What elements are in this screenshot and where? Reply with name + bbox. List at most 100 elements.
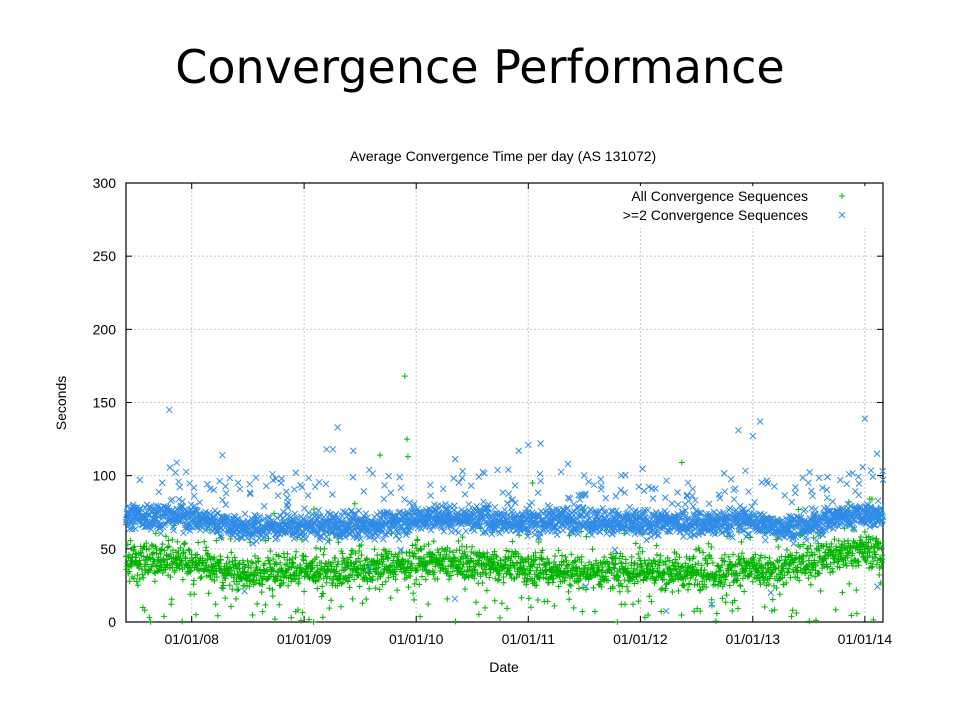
data-point bbox=[365, 565, 373, 573]
data-point bbox=[387, 489, 395, 497]
data-point bbox=[399, 549, 406, 556]
data-point bbox=[555, 547, 562, 554]
data-point bbox=[348, 551, 355, 558]
data-point bbox=[657, 552, 664, 559]
data-point bbox=[507, 527, 515, 535]
data-point bbox=[678, 611, 685, 618]
data-point bbox=[611, 565, 618, 572]
data-point bbox=[136, 476, 144, 484]
data-point bbox=[282, 488, 290, 495]
data-point bbox=[803, 536, 810, 544]
data-point bbox=[425, 601, 432, 608]
data-point bbox=[518, 594, 525, 601]
data-point bbox=[222, 489, 230, 497]
data-point bbox=[617, 486, 625, 494]
data-point bbox=[730, 551, 737, 558]
data-point bbox=[524, 532, 532, 540]
data-point bbox=[171, 567, 178, 574]
data-point bbox=[878, 545, 885, 552]
data-point bbox=[791, 489, 799, 497]
data-point bbox=[190, 577, 197, 584]
data-point bbox=[384, 554, 391, 561]
data-point bbox=[849, 550, 856, 557]
data-point bbox=[661, 494, 669, 502]
data-point bbox=[531, 579, 538, 586]
data-point bbox=[500, 579, 507, 586]
data-point bbox=[323, 579, 330, 586]
data-point bbox=[452, 618, 459, 625]
data-point bbox=[378, 529, 385, 536]
data-point bbox=[590, 584, 597, 591]
data-point bbox=[578, 559, 585, 566]
data-point bbox=[352, 550, 359, 557]
data-point bbox=[491, 597, 498, 604]
data-point bbox=[394, 529, 402, 537]
data-point bbox=[392, 568, 399, 575]
data-point bbox=[491, 548, 498, 555]
data-point bbox=[276, 601, 283, 608]
data-point bbox=[178, 557, 185, 564]
data-point bbox=[674, 560, 681, 567]
data-point bbox=[718, 529, 726, 537]
data-point bbox=[641, 614, 648, 621]
data-point bbox=[531, 526, 539, 534]
y-tick-label: 300 bbox=[93, 175, 117, 191]
data-point bbox=[162, 566, 169, 573]
data-point bbox=[226, 582, 233, 589]
data-point bbox=[736, 502, 744, 510]
data-point bbox=[151, 578, 158, 585]
data-point bbox=[244, 557, 251, 564]
data-point bbox=[473, 599, 480, 606]
data-point bbox=[620, 524, 628, 532]
data-point bbox=[833, 546, 840, 553]
data-point bbox=[878, 563, 885, 570]
data-point bbox=[236, 560, 243, 567]
data-point bbox=[193, 611, 200, 618]
data-point bbox=[705, 500, 713, 508]
data-point bbox=[559, 527, 567, 534]
data-point bbox=[269, 593, 276, 600]
data-point bbox=[158, 479, 166, 487]
data-point bbox=[601, 554, 608, 561]
data-point bbox=[298, 617, 305, 624]
data-point bbox=[691, 608, 698, 615]
data-point bbox=[188, 567, 195, 574]
data-point bbox=[533, 582, 540, 589]
data-point bbox=[363, 596, 370, 603]
data-point bbox=[788, 613, 795, 620]
data-point bbox=[628, 553, 635, 560]
data-point bbox=[682, 560, 689, 567]
data-point bbox=[686, 533, 694, 541]
data-point bbox=[366, 585, 373, 592]
data-point bbox=[213, 568, 220, 575]
data-point bbox=[666, 565, 673, 572]
data-point bbox=[658, 608, 665, 615]
data-point bbox=[263, 532, 271, 540]
data-point bbox=[228, 567, 235, 574]
data-point bbox=[292, 554, 299, 561]
data-point bbox=[573, 504, 581, 511]
data-point bbox=[549, 579, 556, 586]
data-point bbox=[320, 590, 327, 597]
data-point bbox=[517, 559, 524, 566]
data-point bbox=[742, 568, 749, 575]
data-point bbox=[721, 551, 728, 558]
data-point bbox=[744, 530, 752, 538]
data-point bbox=[458, 474, 466, 482]
data-point bbox=[360, 487, 368, 495]
data-point bbox=[808, 549, 815, 556]
data-point bbox=[220, 582, 227, 589]
data-point bbox=[739, 526, 747, 534]
data-point bbox=[351, 563, 358, 570]
data-point bbox=[671, 575, 678, 582]
data-point bbox=[405, 584, 412, 591]
data-point bbox=[290, 560, 297, 567]
data-point bbox=[509, 538, 516, 545]
data-point bbox=[742, 467, 749, 475]
data-point bbox=[572, 558, 579, 565]
data-point bbox=[266, 585, 273, 592]
data-point bbox=[379, 535, 387, 543]
data-point bbox=[579, 608, 586, 615]
data-point bbox=[481, 470, 488, 477]
data-point bbox=[155, 488, 163, 496]
